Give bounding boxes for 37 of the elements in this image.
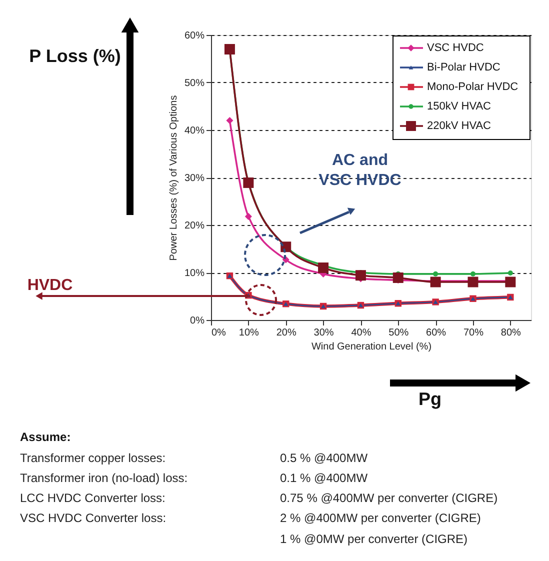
text: 2 % @400MW per converter (CIGRE) xyxy=(280,511,481,525)
text: Transformer copper losses: xyxy=(20,451,166,465)
x-tick-label: 20% xyxy=(276,328,296,338)
legend-label: VSC HVDC xyxy=(427,42,484,54)
text: Assume: xyxy=(20,430,71,444)
text: HVDC xyxy=(27,277,74,294)
text: 0.75 % @400MW per converter (CIGRE) xyxy=(280,491,498,505)
text: LCC HVDC Converter loss: xyxy=(20,491,166,505)
x-tick-label: 0% xyxy=(212,328,226,338)
legend-label: Bi-Polar HVDC xyxy=(427,62,500,74)
x-axis-title: Wind Generation Level (%) xyxy=(311,342,432,352)
x-tick-label: 40% xyxy=(351,328,372,338)
legend-label: Mono-Polar HVDC xyxy=(427,81,518,93)
text: 0.5 % @400MW xyxy=(280,451,368,465)
text: Pg xyxy=(418,389,442,409)
x-tick-label: 30% xyxy=(314,328,334,338)
text: Transformer iron (no-load) loss: xyxy=(20,471,188,485)
text: 0.1 % @400MW xyxy=(280,471,368,485)
text: VSC HVDC Converter loss: xyxy=(20,511,166,525)
x-tick-label: 50% xyxy=(388,328,409,338)
y-tick-label: 50% xyxy=(184,78,205,89)
y-tick-label: 10% xyxy=(184,268,205,279)
y-tick-label: 60% xyxy=(184,30,205,42)
annotation: AC and VSC HVDC xyxy=(318,152,402,189)
y-tick-label: 40% xyxy=(184,126,205,136)
text: P Loss (%) xyxy=(29,46,121,66)
x-tick-label: 70% xyxy=(463,328,484,338)
y-axis-title: Power Losses (%) of Various Options xyxy=(168,95,180,261)
text: 1 % @0MW per converter (CIGRE) xyxy=(280,532,468,546)
y-tick-label: 0% xyxy=(190,316,205,326)
x-tick-label: 80% xyxy=(500,328,522,338)
legend-label: 220kV HVAC xyxy=(427,120,492,132)
legend-label: 150kV HVAC xyxy=(427,100,492,112)
y-tick-label: 20% xyxy=(184,220,205,232)
x-tick-label: 10% xyxy=(238,328,260,338)
y-tick-label: 30% xyxy=(184,173,205,184)
x-tick-label: 60% xyxy=(426,328,446,338)
